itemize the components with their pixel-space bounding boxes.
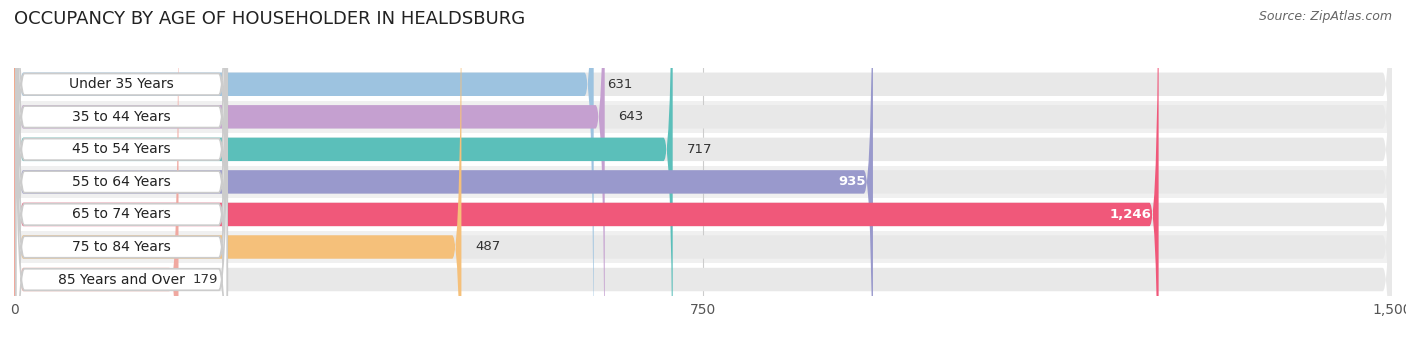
- FancyBboxPatch shape: [14, 0, 1159, 340]
- Text: 65 to 74 Years: 65 to 74 Years: [72, 207, 172, 221]
- Bar: [14, 68, 1392, 101]
- Bar: [14, 198, 1392, 231]
- FancyBboxPatch shape: [14, 0, 1392, 340]
- Text: 487: 487: [475, 240, 501, 254]
- FancyBboxPatch shape: [15, 0, 228, 340]
- FancyBboxPatch shape: [14, 0, 1392, 340]
- Bar: [14, 231, 1392, 263]
- FancyBboxPatch shape: [14, 0, 1392, 340]
- Text: 55 to 64 Years: 55 to 64 Years: [72, 175, 172, 189]
- FancyBboxPatch shape: [14, 0, 179, 340]
- FancyBboxPatch shape: [14, 0, 1392, 340]
- Bar: [14, 101, 1392, 133]
- FancyBboxPatch shape: [14, 0, 873, 340]
- FancyBboxPatch shape: [14, 0, 593, 340]
- FancyBboxPatch shape: [14, 0, 1392, 340]
- FancyBboxPatch shape: [14, 0, 1392, 340]
- Text: 631: 631: [607, 78, 633, 91]
- Text: Under 35 Years: Under 35 Years: [69, 77, 174, 91]
- Text: 643: 643: [619, 110, 644, 123]
- FancyBboxPatch shape: [15, 0, 228, 340]
- Text: OCCUPANCY BY AGE OF HOUSEHOLDER IN HEALDSBURG: OCCUPANCY BY AGE OF HOUSEHOLDER IN HEALD…: [14, 10, 526, 28]
- FancyBboxPatch shape: [15, 0, 228, 340]
- FancyBboxPatch shape: [14, 0, 461, 340]
- Text: 35 to 44 Years: 35 to 44 Years: [72, 110, 172, 124]
- Text: Source: ZipAtlas.com: Source: ZipAtlas.com: [1258, 10, 1392, 23]
- Text: 935: 935: [838, 175, 866, 188]
- Bar: [14, 263, 1392, 296]
- FancyBboxPatch shape: [14, 0, 672, 340]
- Text: 45 to 54 Years: 45 to 54 Years: [72, 142, 172, 156]
- Bar: [14, 166, 1392, 198]
- FancyBboxPatch shape: [14, 0, 1392, 340]
- Text: 1,246: 1,246: [1109, 208, 1152, 221]
- FancyBboxPatch shape: [15, 0, 228, 340]
- Text: 85 Years and Over: 85 Years and Over: [58, 273, 186, 287]
- FancyBboxPatch shape: [15, 0, 228, 340]
- Text: 717: 717: [686, 143, 711, 156]
- Text: 179: 179: [193, 273, 218, 286]
- Text: 75 to 84 Years: 75 to 84 Years: [72, 240, 172, 254]
- FancyBboxPatch shape: [15, 0, 228, 340]
- FancyBboxPatch shape: [15, 0, 228, 340]
- Bar: [14, 133, 1392, 166]
- FancyBboxPatch shape: [14, 0, 605, 340]
